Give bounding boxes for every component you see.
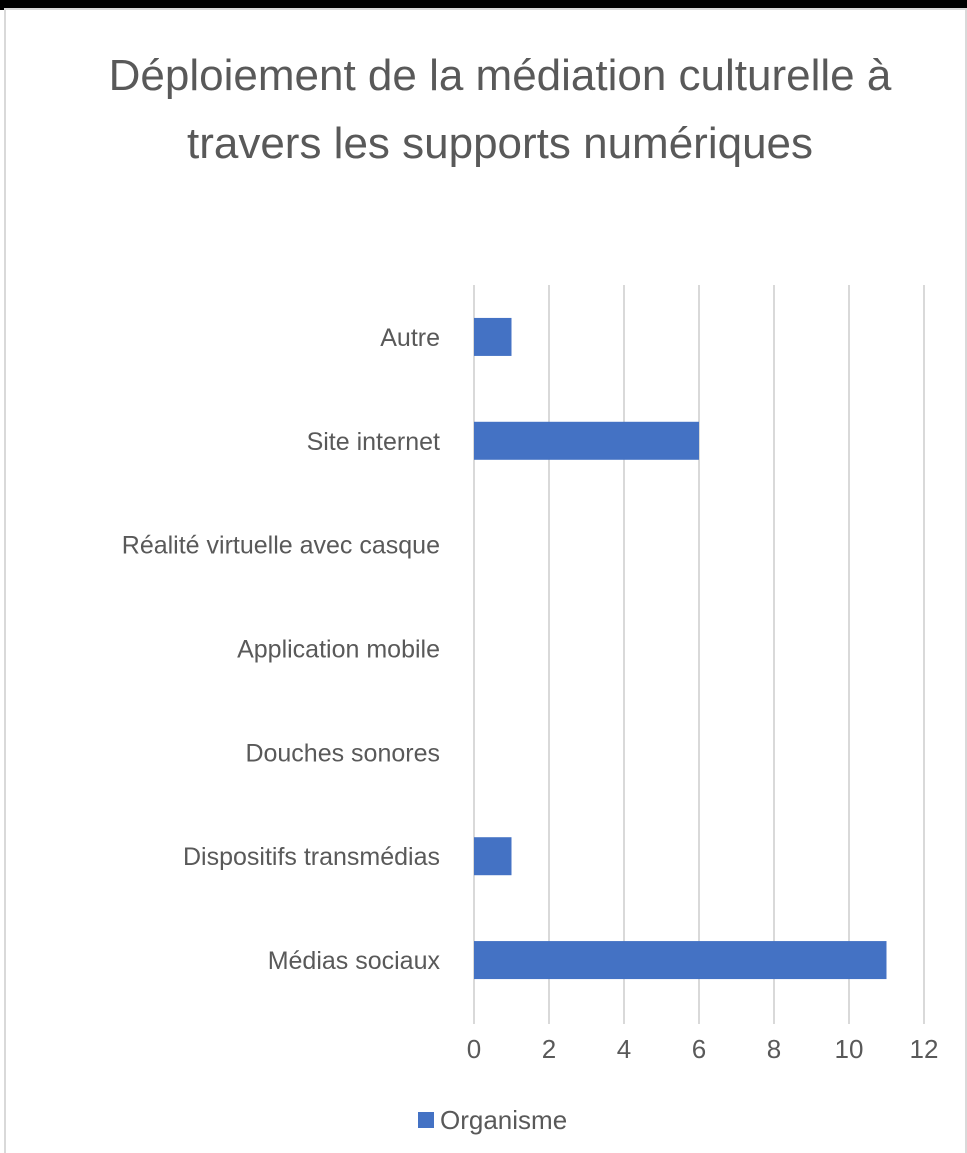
legend[interactable]: Organisme <box>418 1100 567 1140</box>
y-tick-label-3: Douches sonores <box>245 739 440 767</box>
y-tick-label-5: Réalité virtuelle avec casque <box>122 532 440 560</box>
bar-7 <box>474 317 512 356</box>
legend-label-organisme: Organisme <box>440 1104 568 1135</box>
y-tick-label-1: Médias sociaux <box>268 947 441 975</box>
x-tick-label-10: 10 <box>835 1034 864 1064</box>
chart-frame-top <box>4 8 967 10</box>
x-tick-label-12: 12 <box>910 1034 939 1064</box>
bar-6 <box>474 421 699 460</box>
chart-title: Déploiement de la médiation culturelle à… <box>108 51 892 168</box>
x-tick-label-2: 2 <box>542 1034 556 1064</box>
x-tick-label-0: 0 <box>467 1034 481 1064</box>
y-tick-label-2: Dispositifs transmédias <box>183 843 440 871</box>
y-tick-label-4: Application mobile <box>237 636 440 664</box>
x-tick-label-6: 6 <box>692 1034 706 1064</box>
x-tick-label-8: 8 <box>767 1034 781 1064</box>
x-tick-label-4: 4 <box>617 1034 631 1064</box>
top-band <box>0 0 967 10</box>
y-tick-label-7: Autre <box>380 324 440 352</box>
bar-1 <box>474 941 887 980</box>
chart-frame-left <box>4 8 6 1153</box>
legend-swatch-organisme <box>418 1112 434 1128</box>
bar-2 <box>474 837 512 876</box>
y-tick-label-6: Site internet <box>307 428 440 456</box>
chart-frame-right <box>965 8 967 1153</box>
